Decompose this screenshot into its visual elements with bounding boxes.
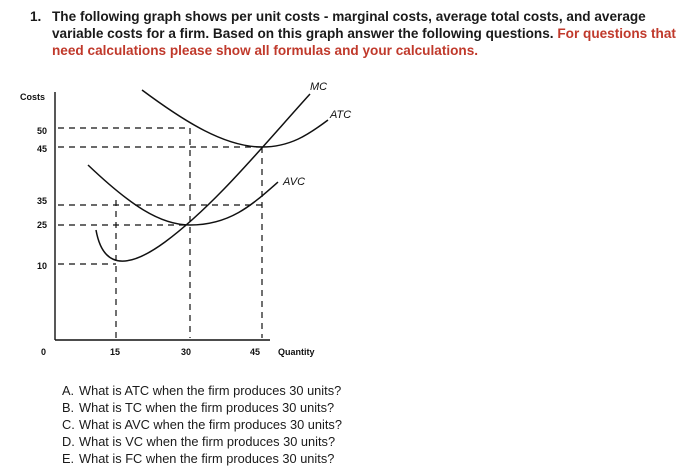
sub-question-b: B. What is TC when the firm produces 30 u… <box>62 399 342 416</box>
sub-question-letter: C. <box>62 417 75 432</box>
sub-question-text: What is AVC when the firm produces 30 un… <box>79 417 342 432</box>
x-tick-45: 45 <box>250 347 260 357</box>
question-text: The following graph shows per unit costs… <box>52 8 690 59</box>
cost-curves-graph: Costs Quantity 50 45 35 25 10 0 15 30 45… <box>20 81 351 357</box>
x-tick-15: 15 <box>110 347 120 357</box>
sub-question-e: E. What is FC when the firm produces 30 u… <box>62 450 342 467</box>
sub-question-c: C. What is AVC when the firm produces 30 … <box>62 416 342 433</box>
sub-question-d: D. What is VC when the firm produces 30 u… <box>62 433 342 450</box>
x-axis-title: Quantity <box>278 347 315 357</box>
mc-curve <box>95 93 311 262</box>
question-text-instruction: For questions that need calculations ple… <box>52 26 676 58</box>
mc-label: MC <box>310 81 327 93</box>
sub-question-text: What is FC when the firm produces 30 uni… <box>79 451 335 466</box>
x-tick-0: 0 <box>41 347 46 357</box>
avc-label: AVC <box>282 176 305 188</box>
sub-question-text: What is ATC when the firm produces 30 un… <box>79 383 342 398</box>
sub-question-text: What is VC when the firm produces 30 uni… <box>79 434 336 449</box>
question-number: 1. <box>30 9 42 24</box>
y-tick-25: 25 <box>37 220 47 230</box>
avc-curve <box>87 164 279 226</box>
y-tick-50: 50 <box>37 126 47 136</box>
sub-question-list: A. What is ATC when the firm produces 30 … <box>62 382 342 467</box>
atc-label: ATC <box>329 109 351 121</box>
sub-question-a: A. What is ATC when the firm produces 30 … <box>62 382 342 399</box>
question-1: 1. The following graph shows per unit co… <box>30 8 690 59</box>
y-axis-title: Costs <box>20 92 45 102</box>
sub-question-letter: B. <box>62 400 75 415</box>
x-tick-30: 30 <box>181 347 191 357</box>
sub-question-text: What is TC when the firm produces 30 uni… <box>79 400 335 415</box>
sub-question-letter: A. <box>62 383 75 398</box>
question-text-main: The following graph shows per unit costs… <box>52 9 646 41</box>
sub-question-letter: D. <box>62 434 75 449</box>
y-tick-35: 35 <box>37 196 47 206</box>
sub-question-letter: E. <box>62 451 75 466</box>
atc-curve <box>141 89 329 148</box>
y-tick-10: 10 <box>37 261 47 271</box>
y-tick-45: 45 <box>37 144 47 154</box>
